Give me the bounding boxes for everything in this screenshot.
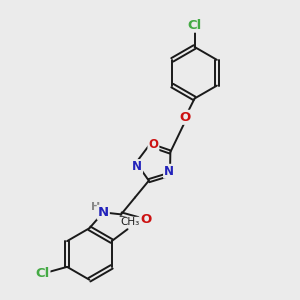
Text: O: O bbox=[148, 138, 158, 152]
Text: N: N bbox=[164, 165, 174, 178]
Text: H: H bbox=[91, 202, 100, 212]
Text: N: N bbox=[132, 160, 142, 173]
Text: CH₃: CH₃ bbox=[120, 217, 139, 227]
Text: O: O bbox=[179, 111, 190, 124]
Text: N: N bbox=[98, 206, 109, 219]
Text: O: O bbox=[140, 213, 152, 226]
Text: Cl: Cl bbox=[35, 267, 50, 280]
Text: Cl: Cl bbox=[188, 19, 202, 32]
